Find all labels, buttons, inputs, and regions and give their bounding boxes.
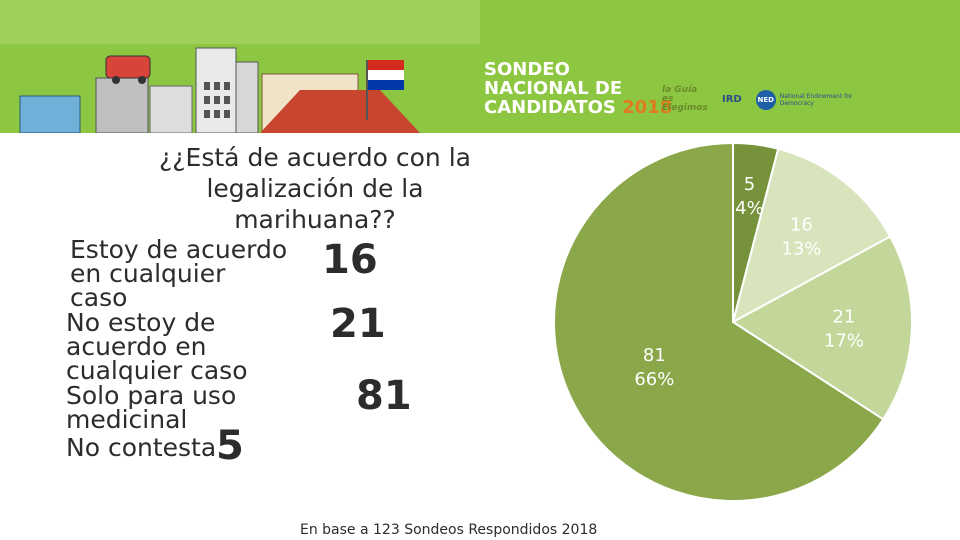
brand-line-2: NACIONAL DE — [484, 78, 623, 99]
footer-note: En base a 123 Sondeos Respondidos 2018 — [300, 522, 598, 538]
pie-value-label: 16 — [790, 215, 813, 236]
answer-label: No estoy de acuerdo en cualquier caso — [66, 308, 248, 385]
partner-logos: la Guía es Elegimos IRD NED National End… — [662, 86, 860, 113]
answer-label: Estoy de acuerdo en cualquier caso — [70, 235, 288, 312]
pie-slice — [553, 141, 885, 502]
ird-logo: IRD — [722, 94, 742, 105]
ned-logo: NED National Endowment for Democracy — [755, 89, 860, 110]
answer-label: No contesta — [66, 433, 217, 462]
answer-value: 81 — [356, 373, 412, 419]
pie-value-label: 81 — [643, 345, 666, 366]
brand-title: SONDEO NACIONAL DE CANDIDATOS 2018 — [484, 60, 672, 117]
answer-label: Solo para uso medicinal — [66, 381, 237, 434]
pie-slice — [731, 147, 892, 324]
pie-percent-label: 4% — [735, 198, 764, 219]
pie-slice — [731, 235, 913, 421]
brand-year: 2018 — [622, 97, 673, 118]
ned-logo-mark: NED — [755, 89, 776, 110]
pie-value-label: 21 — [832, 306, 855, 327]
question-title: ¿¿Está de acuerdo con la legalización de… — [159, 143, 471, 234]
ned-logo-text: National Endowment for Democracy — [779, 92, 853, 107]
answer-value: 21 — [330, 301, 386, 347]
header-banner: SONDEO NACIONAL DE CANDIDATOS 2018 la Gu… — [0, 0, 960, 133]
pie-percent-label: 13% — [781, 239, 821, 260]
brand-line-1: SONDEO — [484, 59, 570, 80]
pie-percent-label: 66% — [634, 369, 674, 390]
town-illustration — [0, 0, 480, 133]
pie-value-label: 5 — [744, 174, 755, 195]
la-guia-logo: la Guía es Elegimos — [662, 85, 708, 113]
pie-percent-label: 17% — [824, 330, 864, 351]
answer-value: 16 — [322, 237, 378, 283]
answer-value: 5 — [216, 423, 244, 469]
brand-line-3: CANDIDATOS 2018 — [484, 97, 673, 118]
